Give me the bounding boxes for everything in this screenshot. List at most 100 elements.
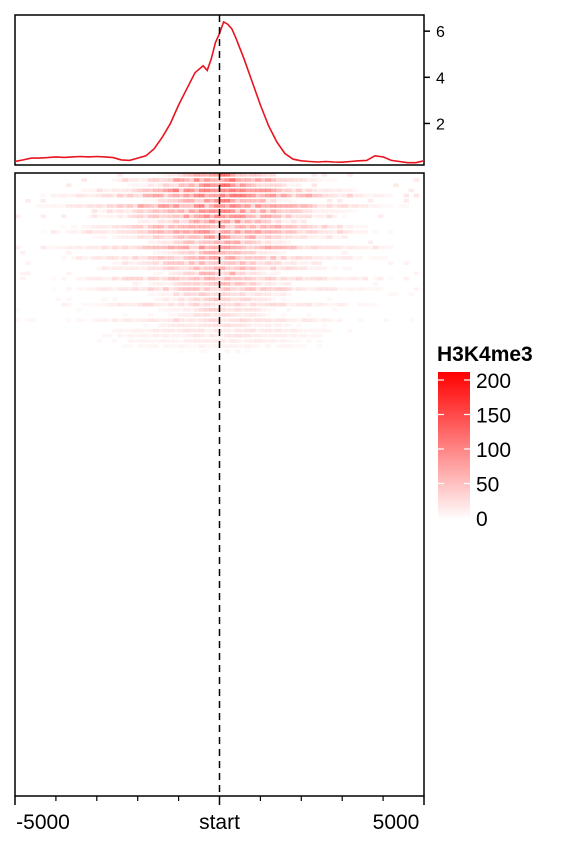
heatmap-cell bbox=[306, 193, 312, 198]
heatmap-cell bbox=[306, 339, 311, 343]
heatmap-cell bbox=[296, 235, 302, 239]
heatmap-cell bbox=[148, 339, 153, 343]
heatmap-cell bbox=[91, 204, 98, 208]
heatmap-cell bbox=[239, 224, 246, 229]
heatmap-cell bbox=[122, 266, 128, 271]
heatmap-cell bbox=[204, 313, 210, 317]
heatmap-cell bbox=[173, 297, 179, 302]
heatmap-cell bbox=[260, 178, 266, 182]
heatmap-cell bbox=[173, 276, 179, 281]
heatmap-cell bbox=[239, 302, 246, 307]
heatmap-cell bbox=[266, 313, 271, 317]
heatmap-cell bbox=[107, 318, 112, 322]
heatmap-cell bbox=[311, 302, 317, 307]
heatmap-cell bbox=[168, 256, 174, 260]
heatmap-cell bbox=[102, 334, 107, 338]
heatmap-cell bbox=[265, 297, 271, 302]
heatmap-cell bbox=[173, 313, 178, 317]
heatmap-cell bbox=[296, 209, 302, 213]
heatmap-cell bbox=[107, 334, 112, 338]
heatmap-cell bbox=[183, 173, 190, 177]
heatmap-cell bbox=[158, 302, 164, 307]
heatmap-cell bbox=[275, 235, 282, 239]
heatmap-cell bbox=[239, 245, 246, 250]
heatmap-cell bbox=[352, 209, 357, 213]
heatmap-cell bbox=[158, 219, 164, 224]
heatmap-cell bbox=[285, 318, 292, 322]
heatmap-cell bbox=[112, 339, 117, 343]
heatmap-cell bbox=[183, 193, 190, 198]
heatmap-cell bbox=[142, 178, 149, 182]
heatmap-cell bbox=[321, 209, 328, 213]
heatmap-cell bbox=[147, 235, 154, 239]
heatmap-cell bbox=[168, 250, 174, 255]
heatmap-cell bbox=[291, 178, 297, 182]
heatmap-cell bbox=[183, 240, 190, 245]
heatmap-cell bbox=[193, 250, 200, 255]
heatmap-cell bbox=[260, 328, 266, 333]
heatmap-cell bbox=[285, 193, 292, 198]
heatmap-cell bbox=[255, 256, 261, 260]
heatmap-cell bbox=[127, 287, 133, 291]
heatmap-cell bbox=[368, 256, 373, 260]
heatmap-cell bbox=[163, 339, 169, 343]
heatmap-cell bbox=[276, 339, 281, 343]
heatmap-cell bbox=[250, 339, 256, 343]
heatmap-cell bbox=[173, 193, 179, 198]
heatmap-cell bbox=[143, 183, 148, 187]
heatmap-cell bbox=[250, 219, 256, 224]
heatmap-cell bbox=[112, 235, 117, 239]
heatmap-cell bbox=[255, 282, 261, 286]
heatmap-cell bbox=[275, 323, 282, 328]
heatmap-cell bbox=[86, 245, 92, 250]
heatmap-cell bbox=[193, 209, 200, 213]
heatmap-cell bbox=[229, 219, 236, 224]
heatmap-cell bbox=[224, 183, 231, 188]
heatmap-cell bbox=[337, 235, 342, 239]
heatmap-cell bbox=[311, 204, 317, 208]
heatmap-cell bbox=[260, 261, 266, 265]
heatmap-cell bbox=[234, 224, 241, 229]
heatmap-cell bbox=[286, 339, 291, 343]
heatmap-cell bbox=[229, 323, 236, 328]
heatmap-cell bbox=[229, 328, 236, 333]
heatmap-cell bbox=[112, 188, 118, 193]
heatmap-cell bbox=[101, 266, 108, 271]
heatmap-cell bbox=[168, 308, 173, 312]
heatmap-cell bbox=[275, 219, 282, 224]
heatmap-cell bbox=[234, 328, 241, 333]
heatmap-cell bbox=[322, 178, 327, 182]
heatmap-cell bbox=[239, 193, 246, 198]
heatmap-cell bbox=[270, 188, 277, 193]
heatmap-cell bbox=[326, 214, 333, 219]
heatmap-cell bbox=[219, 209, 225, 213]
heatmap-cell bbox=[193, 302, 200, 307]
heatmap-cell bbox=[199, 323, 205, 328]
heatmap-cell bbox=[326, 256, 333, 260]
heatmap-cell bbox=[153, 318, 159, 322]
heatmap-cell bbox=[234, 173, 241, 177]
heatmap-cell bbox=[163, 209, 169, 213]
heatmap-cell bbox=[280, 188, 287, 193]
heatmap-cell bbox=[224, 282, 231, 286]
heatmap-cell bbox=[66, 250, 72, 255]
heatmap-cell bbox=[270, 328, 277, 333]
heatmap-cell bbox=[56, 246, 61, 250]
heatmap-cell bbox=[127, 276, 133, 281]
heatmap-cell bbox=[188, 214, 195, 219]
heatmap-cell bbox=[342, 215, 347, 219]
heatmap-cell bbox=[265, 261, 271, 265]
heatmap-cell bbox=[219, 188, 225, 193]
heatmap-cell bbox=[127, 209, 133, 213]
heatmap-cell bbox=[250, 297, 256, 302]
heatmap-cell bbox=[46, 246, 51, 250]
heatmap-cell bbox=[291, 339, 296, 343]
heatmap-cell bbox=[163, 204, 169, 208]
heatmap-cell bbox=[183, 250, 190, 255]
heatmap-cell bbox=[199, 204, 205, 208]
heatmap-cell bbox=[296, 220, 301, 224]
heatmap-cell bbox=[219, 235, 225, 239]
heatmap-cell bbox=[132, 230, 138, 234]
heatmap-cell bbox=[347, 287, 353, 291]
heatmap-cell bbox=[357, 204, 363, 208]
